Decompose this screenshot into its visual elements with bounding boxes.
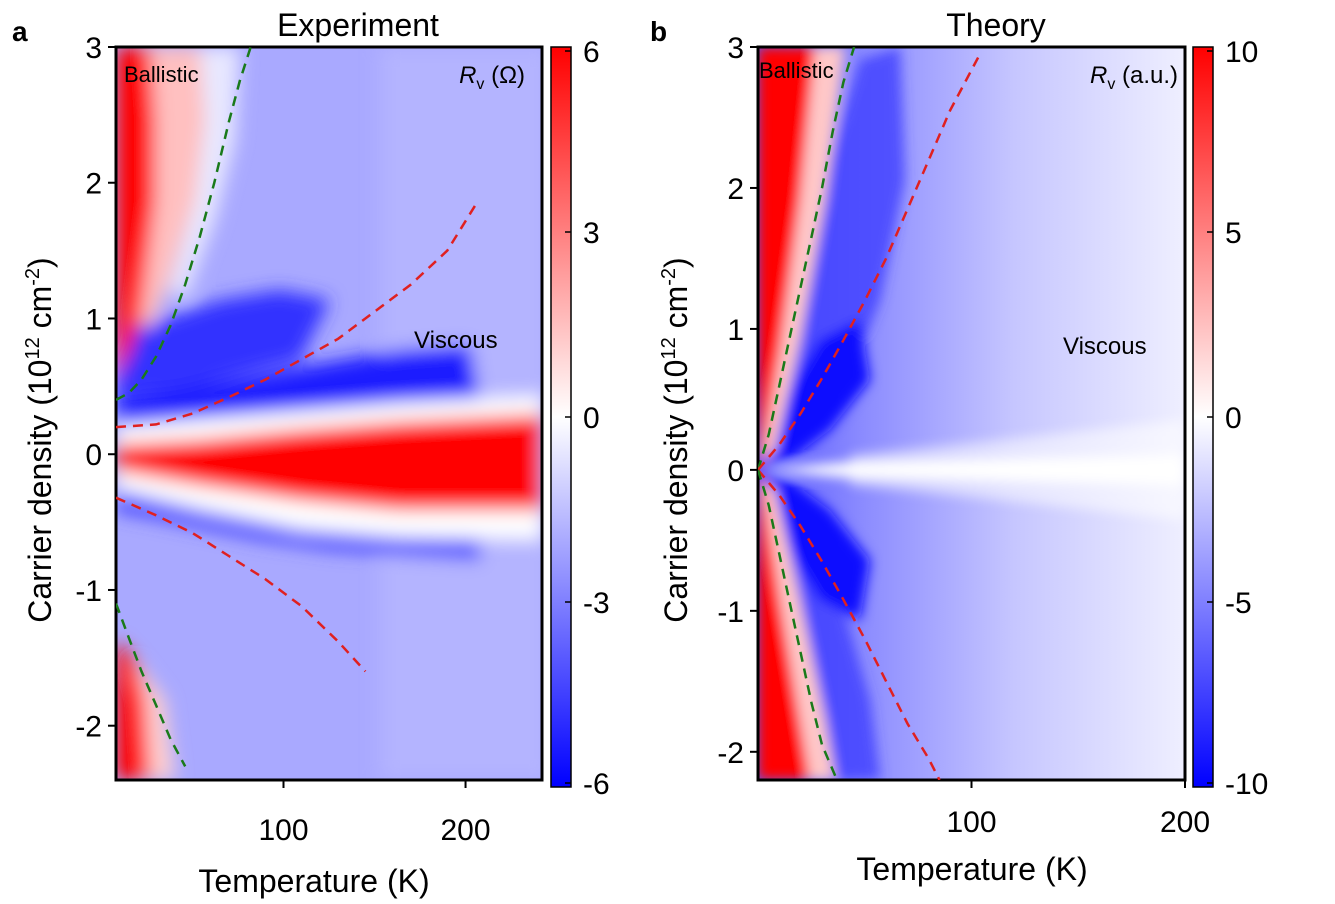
label-ballistic-theory: Ballistic [759,58,834,83]
axes-experiment: 100 200 -2 -1 0 1 2 3 [75,32,490,847]
x-tick-label: 100 [946,806,996,839]
label-ballistic-experiment: Ballistic [124,62,199,87]
ylabel-experiment: Carrier density (1012 cm-2) [22,257,58,622]
title-theory: Theory [946,7,1046,43]
boundary-curve [116,199,480,429]
y-tick-label: 2 [85,168,102,201]
colorbar-tick-label: 6 [583,36,600,69]
colorbar-label-theory: Rv (a.u.) [1090,62,1178,93]
colorbar-tick-label: -3 [583,587,610,620]
colorbar-tick-label: -5 [1225,587,1252,620]
axes-theory: 100 200 -2 -1 0 1 2 3 [717,32,1210,839]
colorbar-ticks-theory: 10 5 0 -5 -10 [1207,36,1268,801]
colorbar-tick-label: 3 [583,217,600,250]
heatmap-experiment [116,47,542,780]
xlabel-experiment: Temperature (K) [198,863,429,899]
boundary-curve [116,47,252,402]
y-tick-label: 3 [727,32,744,65]
y-tick-label: 2 [727,173,744,206]
boundary-curve [116,603,187,767]
y-tick-label: 1 [727,314,744,347]
colorbar-tick-label: 5 [1225,217,1242,250]
plot-frame-experiment [114,45,544,782]
y-tick-label: -1 [75,575,102,608]
y-tick-label: 0 [85,439,102,472]
x-tick-label: 200 [1160,806,1210,839]
x-tick-label: 200 [441,814,491,847]
boundary-curves-experiment [116,47,480,767]
y-tick-label: 0 [727,455,744,488]
colorbar-ticks-experiment: 6 3 0 -3 -6 [565,36,610,801]
xlabel-theory: Temperature (K) [856,851,1087,887]
y-tick-label: 1 [85,303,102,336]
heatmap-theory [758,47,1185,780]
colorbar-tick-label: -6 [583,768,610,801]
colorbar-tick-label: -10 [1225,768,1268,801]
colorbar-tick-label: 10 [1225,36,1258,69]
y-tick-label: -2 [717,737,744,770]
colorbar-tick-label: 0 [1225,402,1242,435]
y-tick-label: 3 [85,32,102,65]
boundary-curve [758,53,982,471]
y-tick-label: -1 [717,596,744,629]
label-viscous-experiment: Viscous [414,327,498,354]
panel-label-a: a [12,16,28,47]
label-viscous-theory: Viscous [1063,333,1147,360]
colorbar-label-experiment: Rv (Ω) [459,62,525,93]
y-tick-label: -2 [75,711,102,744]
boundary-curve [758,469,941,780]
boundary-curve [758,469,839,780]
panel-label-b: b [650,16,667,47]
x-tick-label: 100 [258,814,308,847]
boundary-curves-theory [758,47,982,780]
ylabel-theory: Carrier density (1012 cm-2) [658,257,694,622]
title-experiment: Experiment [277,7,439,43]
boundary-curve [116,496,367,673]
boundary-curve [758,47,856,471]
colorbar-tick-label: 0 [583,402,600,435]
panel-experiment: 100 200 -2 -1 0 1 2 3 a Experiment Ballistic Vi… [12,7,610,899]
